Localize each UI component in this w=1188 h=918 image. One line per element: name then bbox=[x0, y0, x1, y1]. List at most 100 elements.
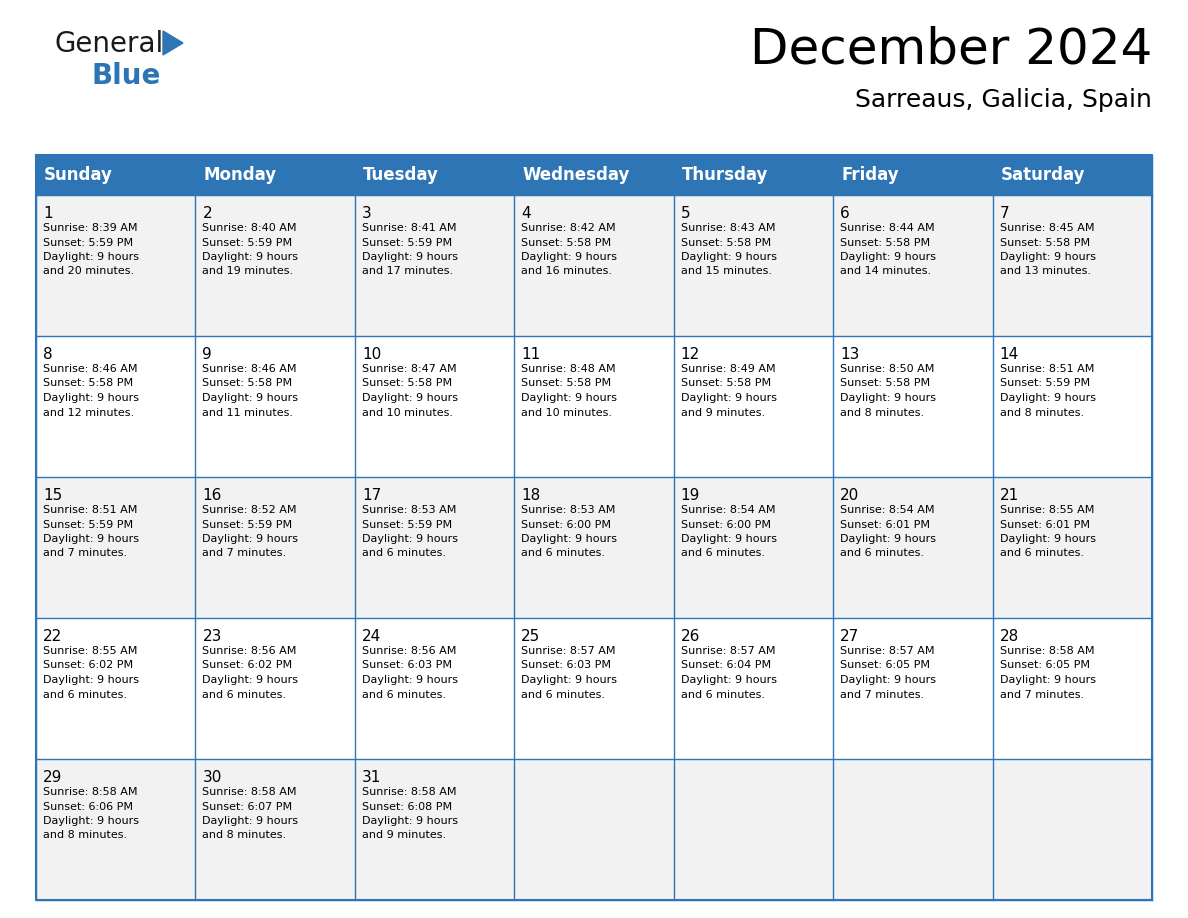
Text: Sunset: 6:00 PM: Sunset: 6:00 PM bbox=[681, 520, 771, 530]
Text: 26: 26 bbox=[681, 629, 700, 644]
Text: Sunrise: 8:40 AM: Sunrise: 8:40 AM bbox=[202, 223, 297, 233]
Text: Sunset: 5:58 PM: Sunset: 5:58 PM bbox=[362, 378, 451, 388]
Text: Daylight: 9 hours: Daylight: 9 hours bbox=[840, 675, 936, 685]
Text: Daylight: 9 hours: Daylight: 9 hours bbox=[202, 816, 298, 826]
Bar bbox=[36, 759, 196, 900]
Text: Sunrise: 8:47 AM: Sunrise: 8:47 AM bbox=[362, 364, 456, 374]
Text: Sunset: 6:02 PM: Sunset: 6:02 PM bbox=[43, 660, 133, 670]
Text: and 17 minutes.: and 17 minutes. bbox=[362, 266, 453, 276]
Bar bbox=[833, 618, 992, 759]
Text: and 16 minutes.: and 16 minutes. bbox=[522, 266, 612, 276]
Text: Sunset: 5:58 PM: Sunset: 5:58 PM bbox=[681, 238, 771, 248]
Bar bbox=[833, 336, 992, 477]
Bar bbox=[674, 759, 833, 900]
Text: Sunrise: 8:43 AM: Sunrise: 8:43 AM bbox=[681, 223, 776, 233]
Text: 13: 13 bbox=[840, 347, 859, 362]
Text: 12: 12 bbox=[681, 347, 700, 362]
Bar bbox=[355, 618, 514, 759]
Text: Sunrise: 8:49 AM: Sunrise: 8:49 AM bbox=[681, 364, 776, 374]
Text: Daylight: 9 hours: Daylight: 9 hours bbox=[681, 393, 777, 403]
Bar bbox=[674, 336, 833, 477]
Bar bbox=[36, 336, 196, 477]
Text: and 14 minutes.: and 14 minutes. bbox=[840, 266, 931, 276]
Text: Sunset: 6:03 PM: Sunset: 6:03 PM bbox=[362, 660, 451, 670]
Text: 27: 27 bbox=[840, 629, 859, 644]
Bar bbox=[355, 759, 514, 900]
Text: Sunset: 6:02 PM: Sunset: 6:02 PM bbox=[202, 660, 292, 670]
Text: Sunrise: 8:58 AM: Sunrise: 8:58 AM bbox=[202, 787, 297, 797]
Text: 11: 11 bbox=[522, 347, 541, 362]
Text: Sunset: 6:07 PM: Sunset: 6:07 PM bbox=[202, 801, 292, 812]
Text: Daylight: 9 hours: Daylight: 9 hours bbox=[202, 675, 298, 685]
Text: Blue: Blue bbox=[91, 62, 160, 90]
Text: Sunset: 5:58 PM: Sunset: 5:58 PM bbox=[522, 378, 612, 388]
Text: Sunset: 5:59 PM: Sunset: 5:59 PM bbox=[202, 520, 292, 530]
Text: Tuesday: Tuesday bbox=[362, 166, 438, 184]
Text: Sarreaus, Galicia, Spain: Sarreaus, Galicia, Spain bbox=[855, 88, 1152, 112]
Bar bbox=[514, 759, 674, 900]
Text: and 20 minutes.: and 20 minutes. bbox=[43, 266, 134, 276]
Text: Sunrise: 8:56 AM: Sunrise: 8:56 AM bbox=[202, 646, 297, 656]
Text: and 6 minutes.: and 6 minutes. bbox=[681, 689, 765, 700]
Text: December 2024: December 2024 bbox=[750, 25, 1152, 73]
Text: Sunrise: 8:57 AM: Sunrise: 8:57 AM bbox=[522, 646, 615, 656]
Text: Daylight: 9 hours: Daylight: 9 hours bbox=[202, 252, 298, 262]
Text: Daylight: 9 hours: Daylight: 9 hours bbox=[362, 816, 457, 826]
Text: 28: 28 bbox=[999, 629, 1019, 644]
Text: 8: 8 bbox=[43, 347, 52, 362]
Text: Daylight: 9 hours: Daylight: 9 hours bbox=[681, 252, 777, 262]
Text: Sunrise: 8:55 AM: Sunrise: 8:55 AM bbox=[999, 505, 1094, 515]
Text: Daylight: 9 hours: Daylight: 9 hours bbox=[522, 252, 618, 262]
Text: 30: 30 bbox=[202, 770, 222, 785]
Text: and 15 minutes.: and 15 minutes. bbox=[681, 266, 772, 276]
Bar bbox=[355, 195, 514, 336]
Text: Sunrise: 8:41 AM: Sunrise: 8:41 AM bbox=[362, 223, 456, 233]
Text: Sunrise: 8:54 AM: Sunrise: 8:54 AM bbox=[681, 505, 776, 515]
Text: and 8 minutes.: and 8 minutes. bbox=[43, 831, 127, 841]
Bar bbox=[514, 477, 674, 618]
Bar bbox=[196, 195, 355, 336]
Text: and 8 minutes.: and 8 minutes. bbox=[202, 831, 286, 841]
Text: and 6 minutes.: and 6 minutes. bbox=[43, 689, 127, 700]
Text: Sunrise: 8:56 AM: Sunrise: 8:56 AM bbox=[362, 646, 456, 656]
Text: 21: 21 bbox=[999, 488, 1019, 503]
Text: 6: 6 bbox=[840, 206, 849, 221]
Text: and 6 minutes.: and 6 minutes. bbox=[999, 548, 1083, 558]
Text: 22: 22 bbox=[43, 629, 62, 644]
Text: Sunset: 6:01 PM: Sunset: 6:01 PM bbox=[999, 520, 1089, 530]
Text: Sunset: 6:00 PM: Sunset: 6:00 PM bbox=[522, 520, 612, 530]
Bar bbox=[674, 477, 833, 618]
Text: Sunrise: 8:46 AM: Sunrise: 8:46 AM bbox=[43, 364, 138, 374]
Text: Sunset: 5:58 PM: Sunset: 5:58 PM bbox=[840, 238, 930, 248]
Bar bbox=[833, 195, 992, 336]
Bar bbox=[992, 477, 1152, 618]
Text: Sunset: 5:59 PM: Sunset: 5:59 PM bbox=[999, 378, 1089, 388]
Text: Sunrise: 8:42 AM: Sunrise: 8:42 AM bbox=[522, 223, 615, 233]
Text: Sunset: 5:58 PM: Sunset: 5:58 PM bbox=[681, 378, 771, 388]
Text: 15: 15 bbox=[43, 488, 62, 503]
Text: Sunrise: 8:57 AM: Sunrise: 8:57 AM bbox=[840, 646, 935, 656]
Text: Sunset: 5:59 PM: Sunset: 5:59 PM bbox=[362, 520, 451, 530]
Text: Sunset: 5:58 PM: Sunset: 5:58 PM bbox=[522, 238, 612, 248]
Text: Daylight: 9 hours: Daylight: 9 hours bbox=[681, 675, 777, 685]
Text: Monday: Monday bbox=[203, 166, 277, 184]
Text: Sunset: 6:08 PM: Sunset: 6:08 PM bbox=[362, 801, 451, 812]
Text: Sunrise: 8:44 AM: Sunrise: 8:44 AM bbox=[840, 223, 935, 233]
Bar bbox=[992, 759, 1152, 900]
Text: Daylight: 9 hours: Daylight: 9 hours bbox=[202, 534, 298, 544]
Text: and 6 minutes.: and 6 minutes. bbox=[202, 689, 286, 700]
Text: Sunrise: 8:39 AM: Sunrise: 8:39 AM bbox=[43, 223, 138, 233]
Text: Sunrise: 8:58 AM: Sunrise: 8:58 AM bbox=[43, 787, 138, 797]
Text: Sunrise: 8:52 AM: Sunrise: 8:52 AM bbox=[202, 505, 297, 515]
Text: Sunrise: 8:57 AM: Sunrise: 8:57 AM bbox=[681, 646, 776, 656]
Bar bbox=[36, 477, 196, 618]
Text: Sunrise: 8:55 AM: Sunrise: 8:55 AM bbox=[43, 646, 138, 656]
Text: General: General bbox=[55, 30, 164, 58]
Text: Sunrise: 8:48 AM: Sunrise: 8:48 AM bbox=[522, 364, 615, 374]
Bar bbox=[196, 336, 355, 477]
Text: Sunrise: 8:51 AM: Sunrise: 8:51 AM bbox=[43, 505, 138, 515]
Text: Sunset: 6:03 PM: Sunset: 6:03 PM bbox=[522, 660, 612, 670]
Text: and 6 minutes.: and 6 minutes. bbox=[362, 548, 446, 558]
Text: Sunrise: 8:54 AM: Sunrise: 8:54 AM bbox=[840, 505, 935, 515]
Bar bbox=[514, 618, 674, 759]
